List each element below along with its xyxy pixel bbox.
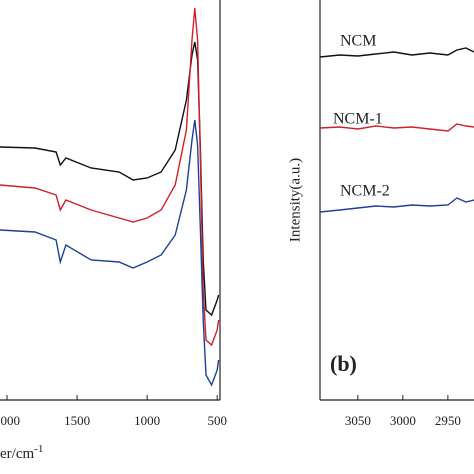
spectrum-line: [0, 119, 220, 387]
series-label: NCM: [340, 33, 376, 50]
series-label: NCM-1: [333, 111, 383, 128]
series-label: NCM-2: [340, 183, 390, 200]
x-tick-label: 500: [207, 413, 227, 428]
x-tick-label: 3050: [345, 413, 371, 428]
x-tick-label: 1000: [134, 413, 160, 428]
panel-label: (b): [330, 351, 357, 376]
spectrum-line: [0, 41, 220, 317]
x-axis-label: er/cm-1: [0, 443, 43, 463]
x-tick-label: 1500: [64, 413, 90, 428]
x-tick-label: 2950: [435, 413, 461, 428]
x-axis-label-text: er/cm: [0, 446, 34, 462]
x-tick-label: 3000: [390, 413, 416, 428]
x-tick-label: 2000: [0, 413, 20, 428]
y-axis-label: Intensity(a.u.): [287, 158, 303, 242]
spectrum-line: [0, 7, 220, 347]
spectrum-line: [319, 47, 474, 58]
spectrum-line: [319, 197, 474, 213]
x-axis-label-sup: -1: [34, 443, 43, 455]
spectrum-line: [319, 123, 474, 132]
